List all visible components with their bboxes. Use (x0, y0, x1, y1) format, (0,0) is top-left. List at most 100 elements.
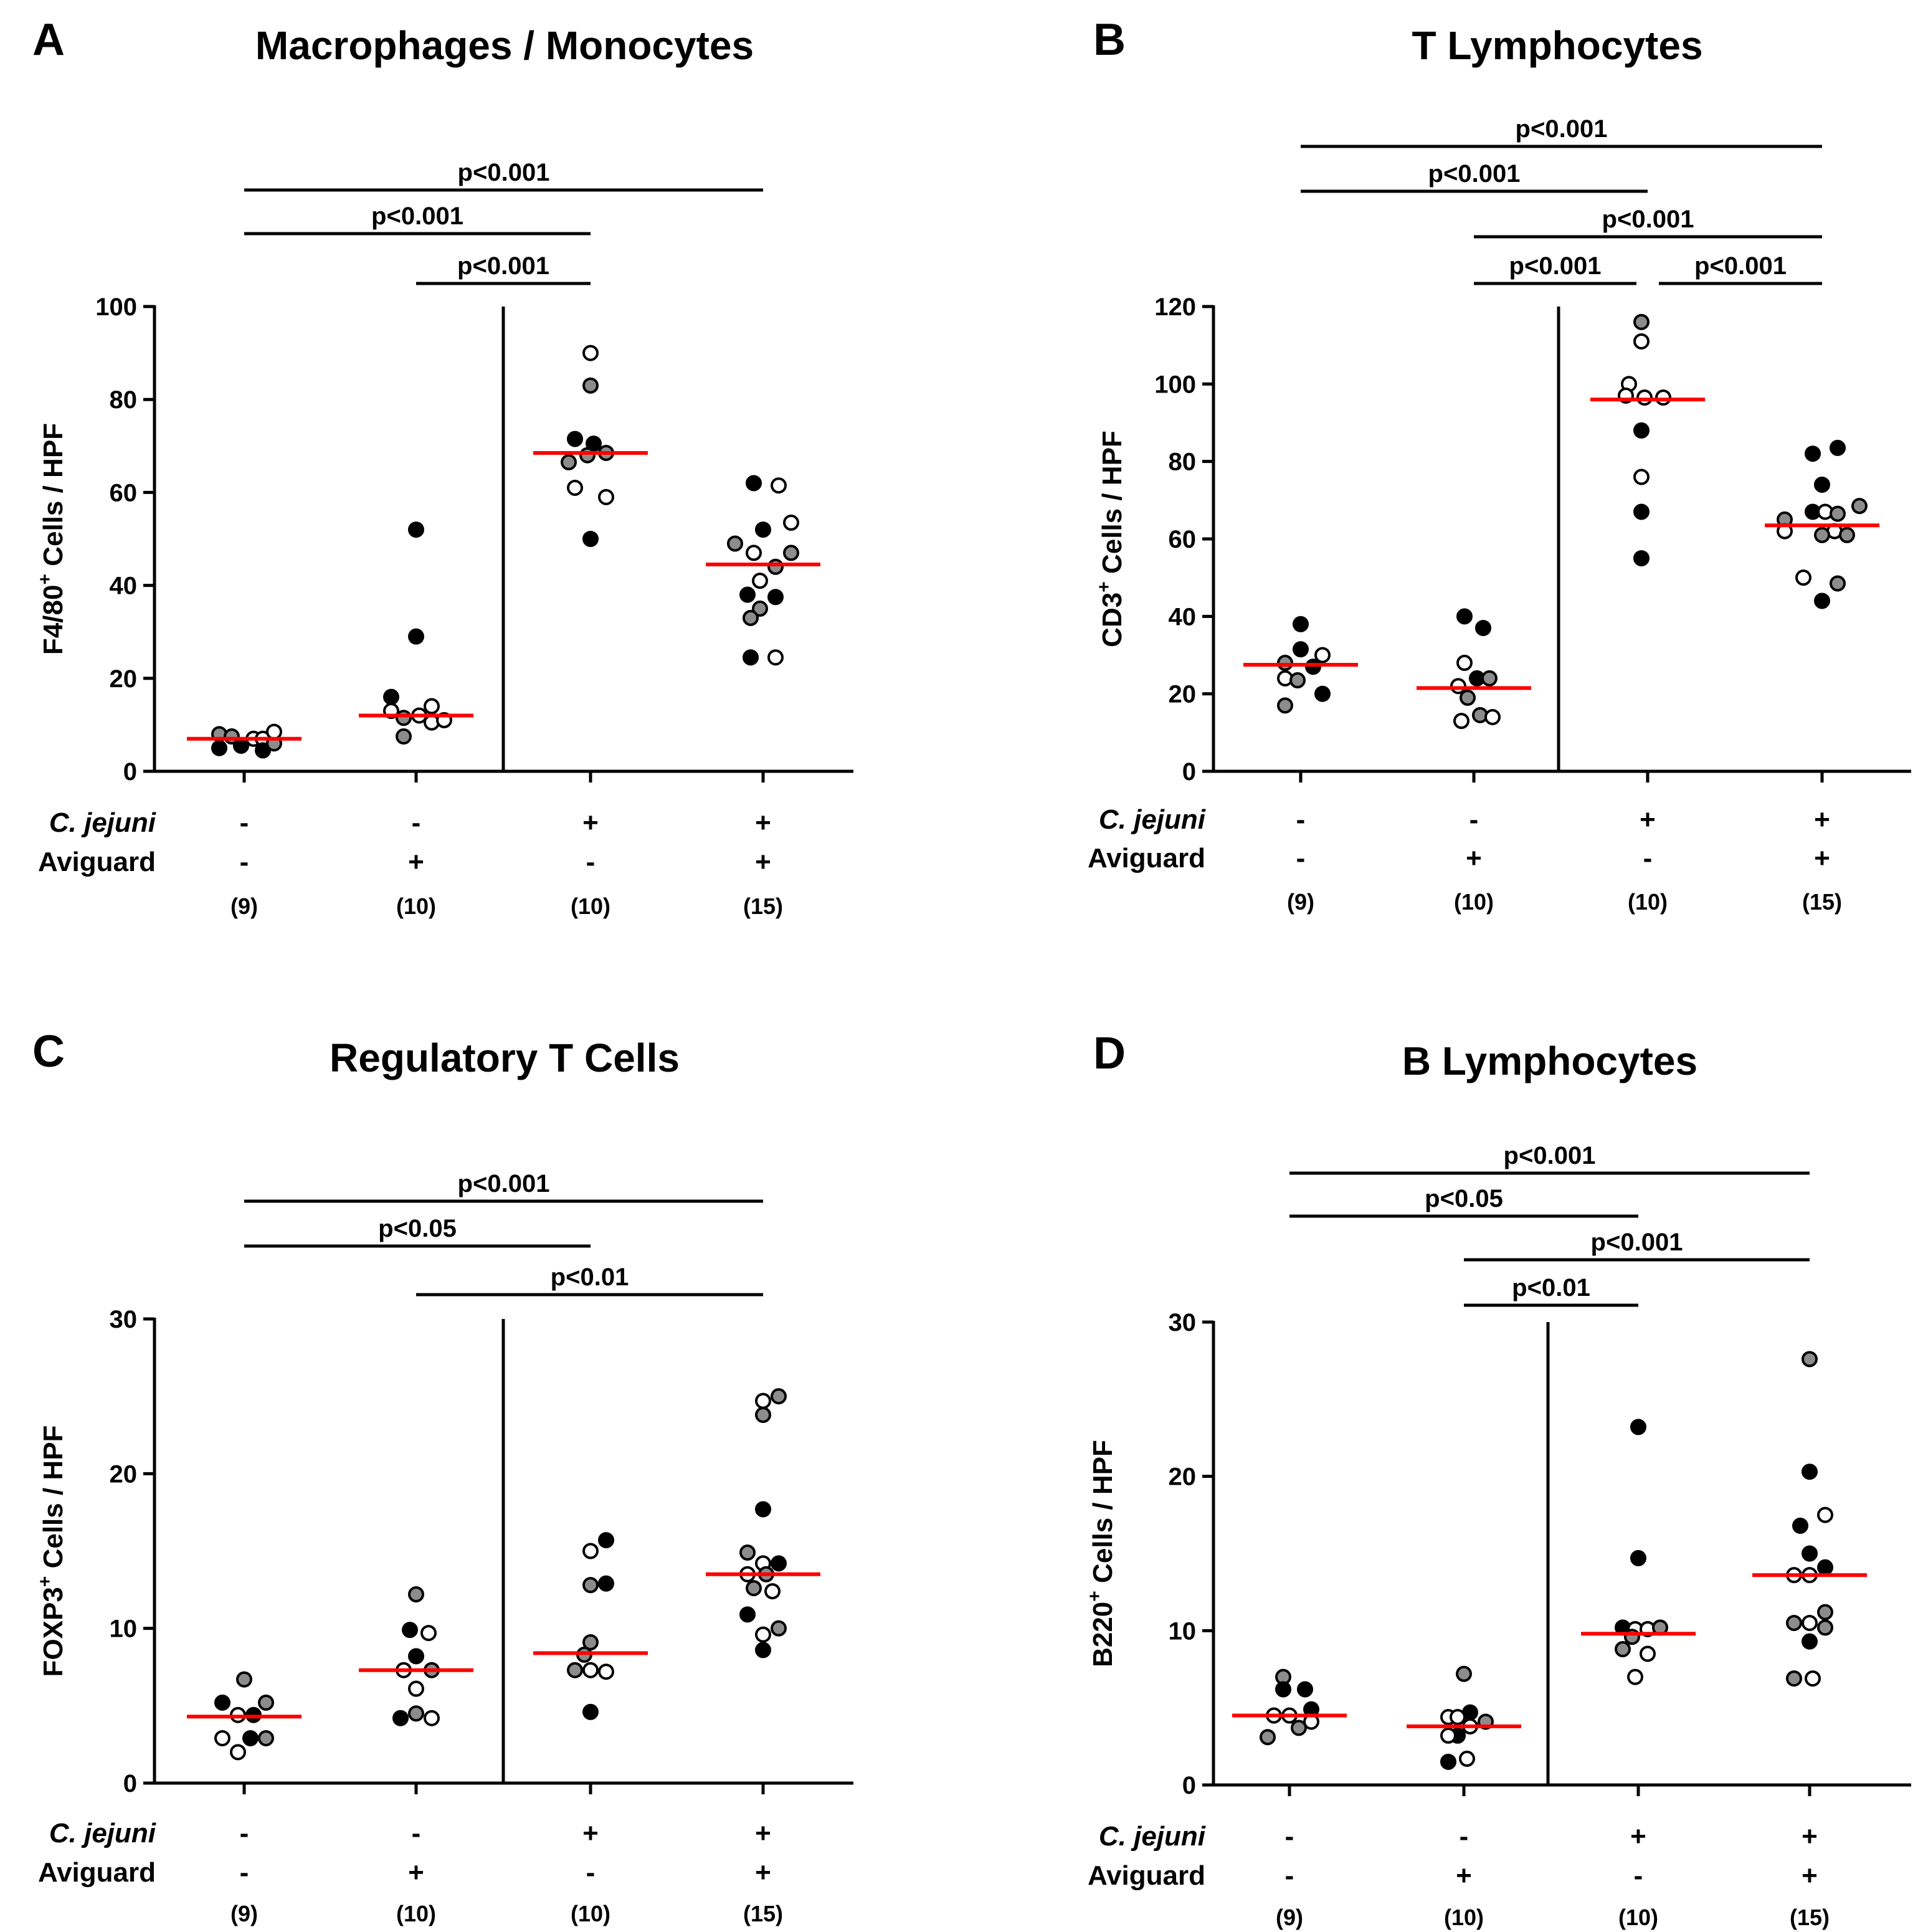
data-point (1484, 708, 1501, 725)
cjejuni-sign: - (1296, 804, 1306, 835)
data-point (755, 1392, 771, 1409)
y-tick-label: 10 (1169, 1617, 1197, 1645)
data-point (755, 1626, 771, 1643)
data-point (1839, 526, 1855, 543)
group-n-label: (15) (743, 893, 783, 919)
panel-letter: D (1093, 1029, 1126, 1078)
row-label-cjejuni: C. jejuni (49, 807, 156, 838)
y-tick-label: 40 (110, 573, 138, 600)
data-point (1786, 1614, 1802, 1631)
data-point (755, 521, 771, 538)
p-value-label: p<0.001 (1602, 206, 1694, 233)
data-point (1633, 469, 1650, 485)
y-tick-label: 30 (1169, 1309, 1197, 1336)
row-label-cjejuni: C. jejuni (1099, 804, 1206, 835)
data-point (1633, 422, 1650, 439)
data-point (567, 431, 583, 447)
data-point (1830, 575, 1846, 592)
data-point (727, 535, 743, 552)
y-tick-label: 0 (123, 1770, 137, 1797)
y-tick-label: 40 (1169, 603, 1197, 631)
data-point (258, 1694, 274, 1711)
group-n-label: (10) (1454, 889, 1494, 915)
data-point (1293, 641, 1309, 658)
data-point (1440, 1753, 1456, 1770)
p-value-label: p<0.001 (1694, 252, 1787, 280)
data-point (1297, 1681, 1313, 1698)
panel-letter: A (32, 15, 65, 65)
data-point (255, 742, 271, 759)
data-point (420, 1625, 437, 1642)
data-point (242, 1730, 259, 1746)
y-tick-label: 20 (1169, 681, 1197, 708)
cjejuni-sign: + (755, 1818, 771, 1849)
p-value-label: p<0.001 (1591, 1229, 1683, 1256)
aviguard-sign: - (1296, 843, 1306, 873)
data-point (408, 1680, 424, 1697)
aviguard-sign: - (1643, 843, 1653, 873)
y-tick-label: 20 (110, 665, 138, 693)
data-point (739, 586, 756, 603)
cjejuni-sign: - (1460, 1821, 1469, 1852)
y-tick-label: 60 (110, 479, 138, 507)
group-n-label: (15) (1802, 889, 1842, 915)
data-point (755, 1642, 771, 1658)
cjejuni-sign: - (412, 1818, 421, 1849)
data-point (1633, 313, 1650, 330)
data-point (752, 600, 768, 617)
data-point (567, 1662, 583, 1678)
data-point (561, 454, 577, 470)
cjejuni-sign: - (1285, 1821, 1294, 1852)
data-point (1655, 389, 1671, 406)
y-axis-label: F4/80+ Cells / HPF (35, 423, 69, 655)
data-point (579, 447, 596, 464)
aviguard-sign: + (408, 847, 424, 877)
data-point (1802, 1463, 1818, 1480)
data-point (258, 1730, 274, 1746)
data-point (1814, 592, 1830, 609)
p-value-label: p<0.001 (458, 1170, 550, 1197)
y-axis-label-unit: Cells / HPF (1088, 1440, 1118, 1591)
data-point (582, 377, 599, 394)
data-point (1481, 670, 1498, 687)
y-axis-label-superscript: + (35, 1576, 55, 1587)
data-point (582, 531, 599, 547)
data-point (408, 628, 424, 645)
y-tick-label: 20 (1169, 1463, 1197, 1491)
data-point (755, 1501, 771, 1518)
group-n-label: (10) (571, 1901, 610, 1926)
y-tick-label: 100 (1154, 371, 1196, 398)
y-tick-label: 0 (123, 758, 137, 786)
panel-letter: C (32, 1027, 65, 1077)
data-point (1627, 1668, 1643, 1685)
y-axis-label: FOXP3+ Cells / HPF (35, 1425, 69, 1677)
data-point (1456, 654, 1473, 671)
y-axis-label-marker: B220 (1088, 1602, 1118, 1667)
data-point (1291, 1720, 1307, 1736)
data-point (598, 1575, 614, 1592)
chart-title: Macrophages / Monocytes (255, 23, 754, 68)
data-point (408, 1586, 424, 1603)
data-point (1630, 1419, 1646, 1435)
data-point (1456, 1665, 1472, 1682)
data-point (755, 1406, 771, 1423)
data-point (739, 1544, 756, 1561)
data-point (1795, 569, 1811, 586)
p-value-label: p<0.05 (1425, 1185, 1503, 1212)
data-point (1636, 389, 1653, 406)
y-tick-label: 30 (110, 1306, 138, 1333)
data-point (1277, 654, 1293, 671)
aviguard-sign: + (1802, 1860, 1818, 1891)
data-point (582, 345, 599, 361)
data-point (408, 521, 424, 538)
data-point (598, 1663, 614, 1680)
row-label-cjejuni: C. jejuni (1099, 1821, 1206, 1852)
y-axis-label-superscript: + (35, 574, 55, 585)
p-value-label: p<0.001 (1504, 1142, 1596, 1169)
aviguard-sign: - (240, 847, 249, 877)
data-point (598, 488, 614, 505)
data-point (582, 1662, 599, 1678)
aviguard-sign: - (1285, 1860, 1294, 1891)
data-point (1289, 672, 1306, 688)
cjejuni-sign: + (1630, 1821, 1646, 1852)
